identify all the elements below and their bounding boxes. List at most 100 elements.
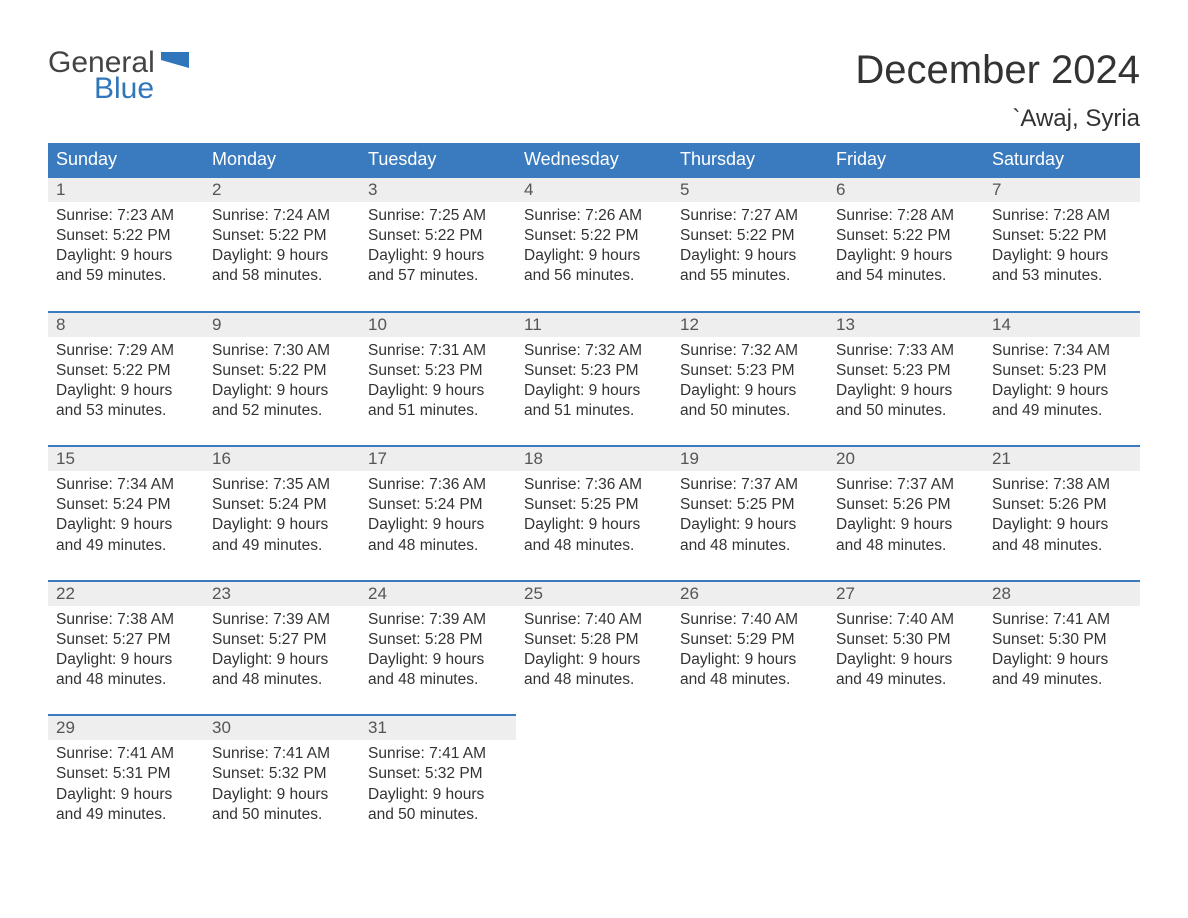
day-ss: Sunset: 5:22 PM xyxy=(836,226,976,246)
day-detail: Sunrise: 7:33 AMSunset: 5:23 PMDaylight:… xyxy=(828,337,984,447)
day-d2: and 48 minutes. xyxy=(680,536,820,556)
day-d1: Daylight: 9 hours xyxy=(992,650,1132,670)
day-number: 30 xyxy=(204,715,360,740)
day-d2: and 48 minutes. xyxy=(524,670,664,690)
day-d1: Daylight: 9 hours xyxy=(524,246,664,266)
day-sr: Sunrise: 7:41 AM xyxy=(212,744,352,764)
day-detail: Sunrise: 7:30 AMSunset: 5:22 PMDaylight:… xyxy=(204,337,360,447)
day-d2: and 48 minutes. xyxy=(56,670,196,690)
day-ss: Sunset: 5:22 PM xyxy=(368,226,508,246)
day-number: 6 xyxy=(828,177,984,202)
day-number: 1 xyxy=(48,177,204,202)
day-d2: and 53 minutes. xyxy=(992,266,1132,286)
day-sr: Sunrise: 7:40 AM xyxy=(524,610,664,630)
day-ss: Sunset: 5:22 PM xyxy=(212,361,352,381)
day-ss: Sunset: 5:25 PM xyxy=(524,495,664,515)
day-number: 15 xyxy=(48,446,204,471)
day-d1: Daylight: 9 hours xyxy=(836,246,976,266)
day-d2: and 53 minutes. xyxy=(56,401,196,421)
header: General Blue December 2024 `Awaj, Syria xyxy=(48,48,1140,133)
day-d2: and 58 minutes. xyxy=(212,266,352,286)
day-detail: Sunrise: 7:41 AMSunset: 5:31 PMDaylight:… xyxy=(48,740,204,849)
day-ss: Sunset: 5:22 PM xyxy=(680,226,820,246)
day-detail: Sunrise: 7:24 AMSunset: 5:22 PMDaylight:… xyxy=(204,202,360,312)
day-d2: and 52 minutes. xyxy=(212,401,352,421)
location: `Awaj, Syria xyxy=(855,105,1140,133)
day-sr: Sunrise: 7:27 AM xyxy=(680,206,820,226)
day-sr: Sunrise: 7:33 AM xyxy=(836,341,976,361)
day-number-row: 293031 xyxy=(48,715,1140,740)
day-d1: Daylight: 9 hours xyxy=(212,246,352,266)
day-detail: Sunrise: 7:32 AMSunset: 5:23 PMDaylight:… xyxy=(516,337,672,447)
day-ss: Sunset: 5:22 PM xyxy=(56,361,196,381)
day-d1: Daylight: 9 hours xyxy=(368,515,508,535)
day-detail: Sunrise: 7:40 AMSunset: 5:30 PMDaylight:… xyxy=(828,606,984,716)
day-d1: Daylight: 9 hours xyxy=(680,650,820,670)
logo-text: General Blue xyxy=(48,48,189,104)
day-d1: Daylight: 9 hours xyxy=(992,381,1132,401)
day-ss: Sunset: 5:23 PM xyxy=(836,361,976,381)
day-number: 17 xyxy=(360,446,516,471)
day-sr: Sunrise: 7:32 AM xyxy=(680,341,820,361)
day-d2: and 57 minutes. xyxy=(368,266,508,286)
logo: General Blue xyxy=(48,48,189,104)
day-number: 21 xyxy=(984,446,1140,471)
day-number-row: 1234567 xyxy=(48,177,1140,202)
day-detail: Sunrise: 7:37 AMSunset: 5:25 PMDaylight:… xyxy=(672,471,828,581)
day-d1: Daylight: 9 hours xyxy=(368,785,508,805)
day-sr: Sunrise: 7:40 AM xyxy=(680,610,820,630)
day-ss: Sunset: 5:26 PM xyxy=(836,495,976,515)
weekday-header: Thursday xyxy=(672,143,828,177)
day-detail: Sunrise: 7:41 AMSunset: 5:32 PMDaylight:… xyxy=(204,740,360,849)
day-detail: Sunrise: 7:29 AMSunset: 5:22 PMDaylight:… xyxy=(48,337,204,447)
day-d2: and 48 minutes. xyxy=(992,536,1132,556)
day-detail: Sunrise: 7:36 AMSunset: 5:25 PMDaylight:… xyxy=(516,471,672,581)
day-d2: and 50 minutes. xyxy=(212,805,352,825)
day-sr: Sunrise: 7:29 AM xyxy=(56,341,196,361)
day-number: 28 xyxy=(984,581,1140,606)
day-d2: and 50 minutes. xyxy=(836,401,976,421)
day-number: 23 xyxy=(204,581,360,606)
day-sr: Sunrise: 7:30 AM xyxy=(212,341,352,361)
day-d2: and 49 minutes. xyxy=(992,401,1132,421)
day-d1: Daylight: 9 hours xyxy=(56,246,196,266)
day-sr: Sunrise: 7:26 AM xyxy=(524,206,664,226)
day-number: 26 xyxy=(672,581,828,606)
day-ss: Sunset: 5:29 PM xyxy=(680,630,820,650)
day-ss: Sunset: 5:25 PM xyxy=(680,495,820,515)
day-d2: and 49 minutes. xyxy=(992,670,1132,690)
day-sr: Sunrise: 7:41 AM xyxy=(368,744,508,764)
day-ss: Sunset: 5:23 PM xyxy=(992,361,1132,381)
day-number: 4 xyxy=(516,177,672,202)
day-sr: Sunrise: 7:39 AM xyxy=(368,610,508,630)
day-number xyxy=(828,715,984,740)
day-d1: Daylight: 9 hours xyxy=(680,381,820,401)
day-detail: Sunrise: 7:38 AMSunset: 5:27 PMDaylight:… xyxy=(48,606,204,716)
day-d2: and 48 minutes. xyxy=(368,670,508,690)
day-sr: Sunrise: 7:36 AM xyxy=(524,475,664,495)
day-d1: Daylight: 9 hours xyxy=(212,515,352,535)
day-d1: Daylight: 9 hours xyxy=(56,515,196,535)
day-number: 13 xyxy=(828,312,984,337)
day-ss: Sunset: 5:32 PM xyxy=(368,764,508,784)
day-sr: Sunrise: 7:38 AM xyxy=(992,475,1132,495)
day-sr: Sunrise: 7:37 AM xyxy=(836,475,976,495)
weekday-header: Tuesday xyxy=(360,143,516,177)
day-number: 12 xyxy=(672,312,828,337)
day-d1: Daylight: 9 hours xyxy=(836,381,976,401)
day-d2: and 48 minutes. xyxy=(524,536,664,556)
day-d1: Daylight: 9 hours xyxy=(368,381,508,401)
day-d1: Daylight: 9 hours xyxy=(992,515,1132,535)
day-number: 11 xyxy=(516,312,672,337)
day-sr: Sunrise: 7:31 AM xyxy=(368,341,508,361)
day-d2: and 55 minutes. xyxy=(680,266,820,286)
day-detail: Sunrise: 7:23 AMSunset: 5:22 PMDaylight:… xyxy=(48,202,204,312)
day-detail: Sunrise: 7:28 AMSunset: 5:22 PMDaylight:… xyxy=(984,202,1140,312)
day-number: 19 xyxy=(672,446,828,471)
day-d2: and 49 minutes. xyxy=(212,536,352,556)
logo-flag-icon xyxy=(161,52,189,76)
day-number: 2 xyxy=(204,177,360,202)
day-detail: Sunrise: 7:37 AMSunset: 5:26 PMDaylight:… xyxy=(828,471,984,581)
day-d2: and 51 minutes. xyxy=(368,401,508,421)
logo-line2: Blue xyxy=(94,74,189,104)
